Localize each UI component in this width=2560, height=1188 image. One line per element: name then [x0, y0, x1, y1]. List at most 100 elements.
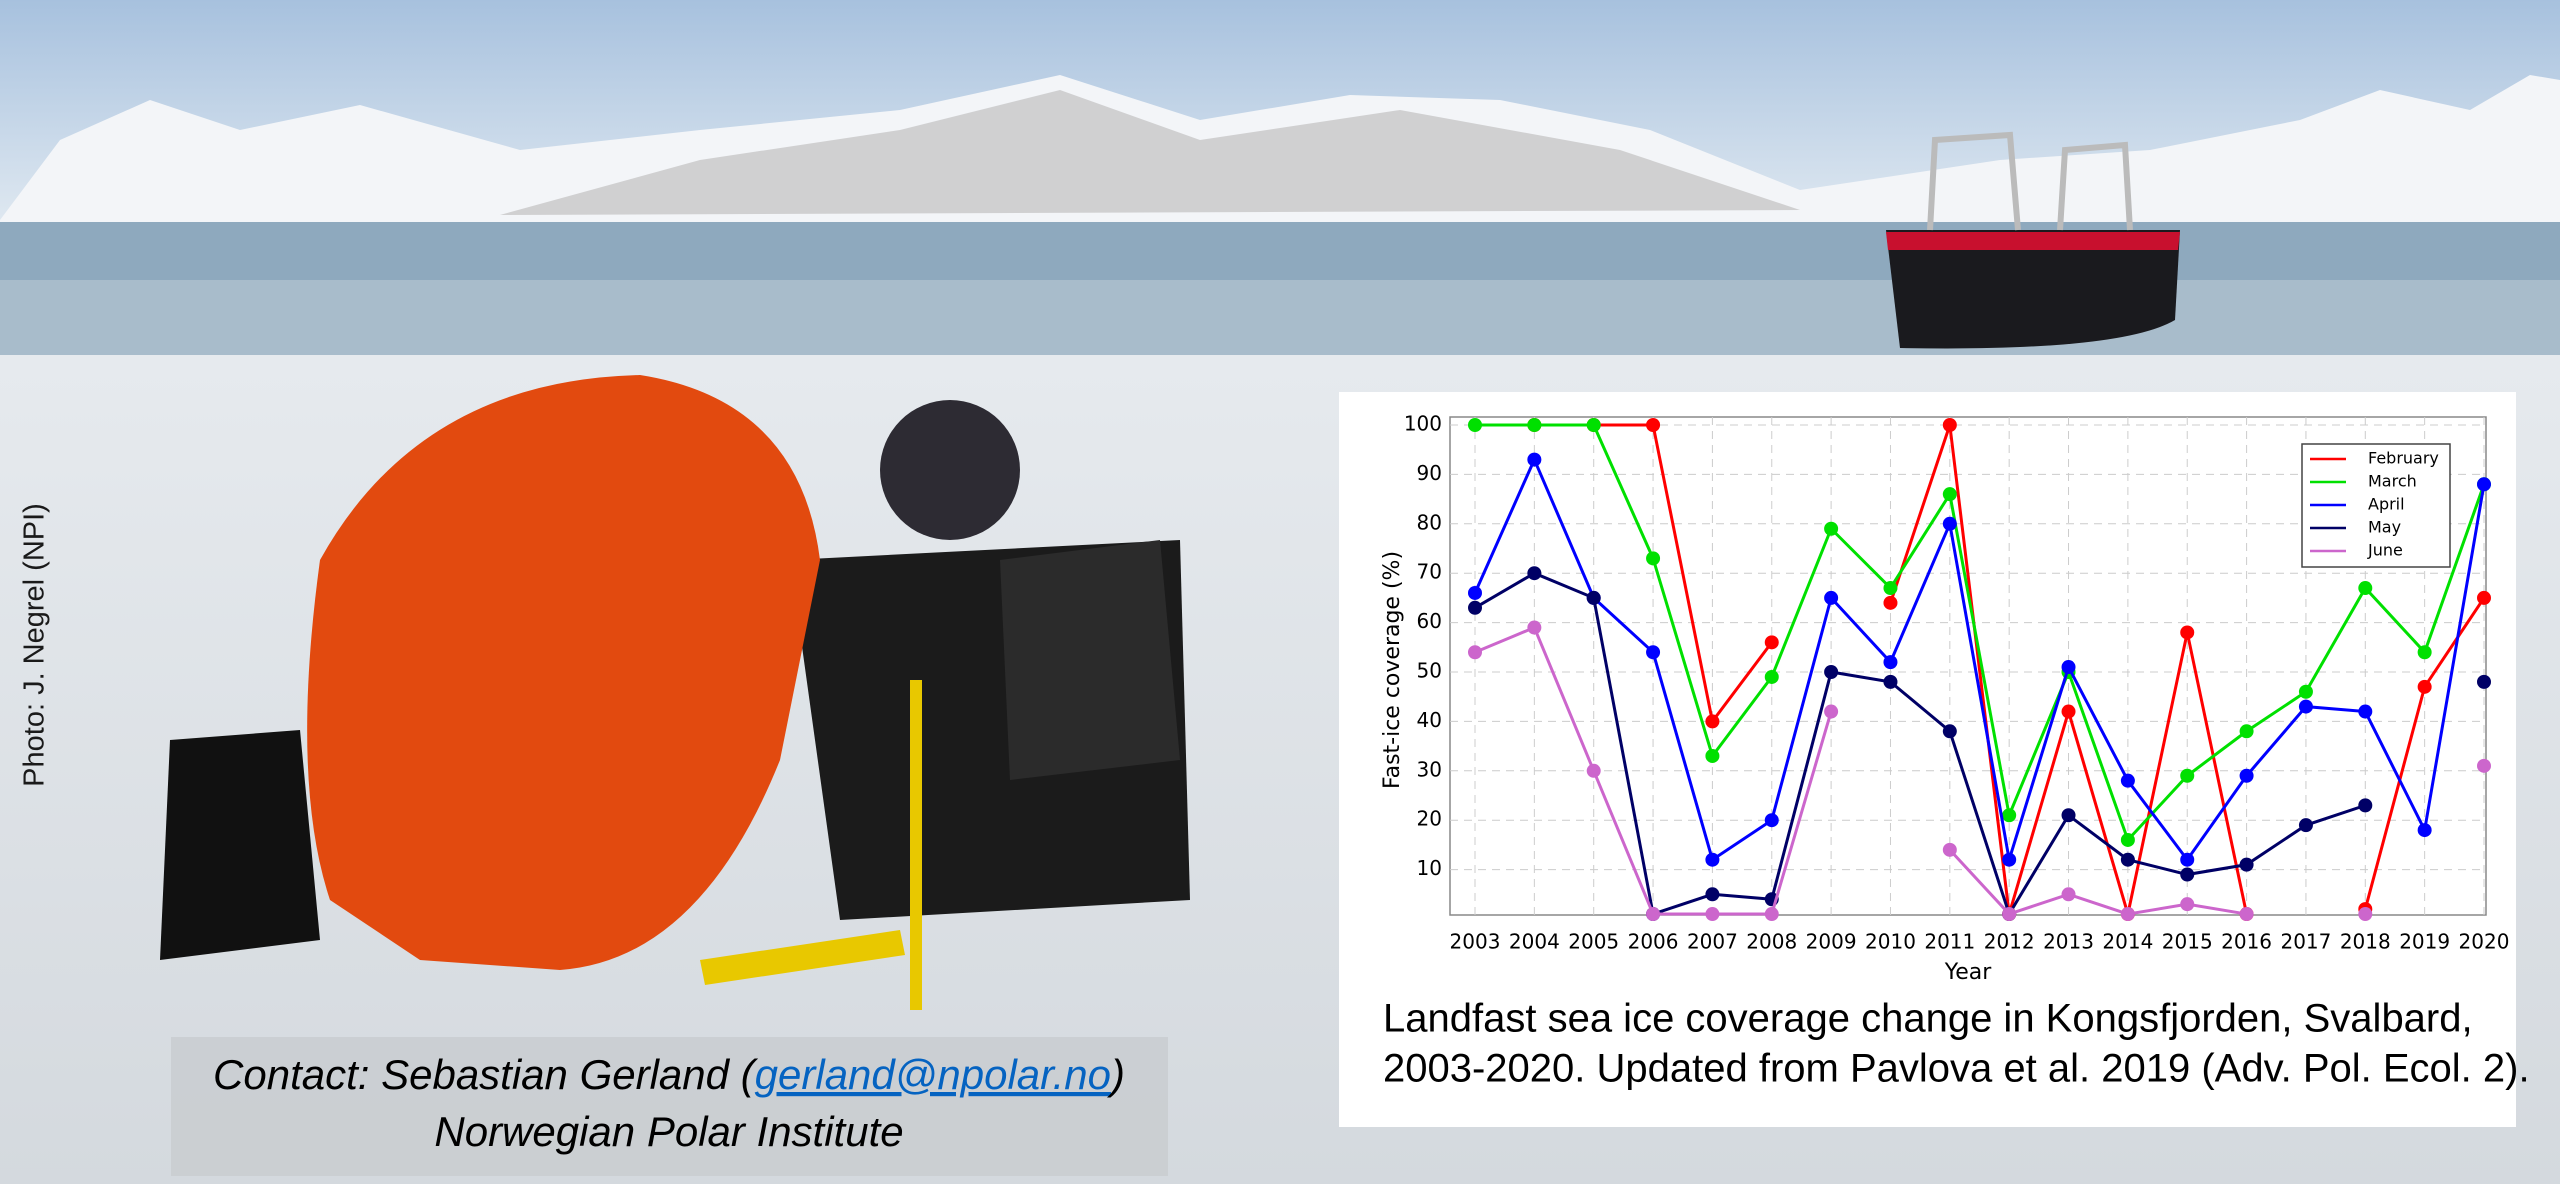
- contact-box: [171, 1037, 1168, 1176]
- data-point: [1764, 813, 1779, 828]
- contact-text: ): [1106, 1051, 1125, 1098]
- caption: Landfast sea ice coverage change in Kong…: [1383, 997, 2473, 1041]
- y-tick-label: 10: [1417, 856, 1442, 880]
- data-point: [1824, 665, 1839, 679]
- data-point: [2180, 867, 2195, 882]
- photo-credit: Photo: J. Negrel (NPI): [19, 503, 51, 787]
- x-tick-label: 2011: [1924, 930, 1975, 954]
- data-point: [2180, 625, 2195, 640]
- data-point: [2120, 832, 2135, 847]
- y-tick-label: 100: [1404, 412, 1442, 436]
- data-point: [1705, 852, 1720, 867]
- x-tick-label: 2009: [1806, 930, 1857, 954]
- contact-text: Contact: Sebastian Gerland (: [213, 1051, 759, 1098]
- data-point: [1468, 645, 1482, 660]
- data-point: [2239, 724, 2254, 739]
- data-point: [1824, 704, 1839, 719]
- y-tick-label: 20: [1417, 807, 1442, 831]
- institute: Norwegian Polar Institute: [434, 1108, 903, 1155]
- data-point: [2298, 699, 2313, 714]
- data-point: [2180, 852, 2195, 867]
- x-tick-label: 2003: [1450, 930, 1501, 954]
- data-point: [1468, 600, 1482, 615]
- x-tick-label: 2004: [1509, 930, 1560, 954]
- legend-label: May: [2368, 518, 2401, 537]
- y-tick-label: 40: [1417, 708, 1442, 732]
- data-point: [2002, 907, 2017, 922]
- data-point: [1705, 887, 1720, 902]
- data-point: [2120, 907, 2135, 922]
- x-tick-label: 2020: [2459, 930, 2510, 954]
- data-point: [2239, 907, 2254, 922]
- data-point: [1824, 521, 1839, 536]
- data-point: [2061, 660, 2076, 675]
- x-tick-label: 2007: [1687, 930, 1738, 954]
- x-tick-label: 2006: [1628, 930, 1679, 954]
- data-point: [1942, 487, 1957, 502]
- data-point: [1586, 590, 1601, 605]
- data-point: [2120, 852, 2135, 867]
- data-point: [1586, 763, 1601, 778]
- data-point: [1764, 669, 1779, 684]
- data-point: [2002, 808, 2017, 823]
- data-point: [1527, 566, 1542, 581]
- email-link[interactable]: gerland@npolar.no: [755, 1051, 1111, 1098]
- x-tick-label: 2014: [2102, 930, 2153, 954]
- data-point: [1942, 418, 1957, 432]
- data-point: [1468, 585, 1482, 600]
- chart: 10 20 30 40 50 60 70 80 90 100 2003 2004 2005 2006 200…: [1380, 412, 2509, 986]
- data-point: [2477, 477, 2491, 492]
- x-axis-label: Year: [1944, 960, 1993, 985]
- plot-area: [1449, 416, 2487, 916]
- data-point: [2239, 857, 2254, 872]
- data-point: [2298, 684, 2313, 699]
- data-point: [1527, 452, 1542, 467]
- data-point: [2358, 907, 2373, 922]
- data-point: [2180, 768, 2195, 783]
- x-tick-label: 2013: [2043, 930, 2094, 954]
- data-point: [1705, 714, 1720, 729]
- data-point: [1586, 418, 1601, 432]
- y-axis-label: Fast-ice coverage (%): [1380, 551, 1405, 789]
- data-point: [1646, 645, 1661, 660]
- caption: 2003-2020. Updated from Pavlova et al. 2…: [1383, 1047, 2530, 1091]
- data-point: [2002, 852, 2017, 867]
- data-point: [2358, 704, 2373, 719]
- x-tick-label: 2016: [2221, 930, 2272, 954]
- data-point: [2298, 818, 2313, 833]
- data-point: [1942, 516, 1957, 531]
- data-point: [1705, 748, 1720, 763]
- x-tick-label: 2010: [1865, 930, 1916, 954]
- data-point: [2417, 823, 2432, 838]
- data-point: [2180, 897, 2195, 912]
- y-tick-label: 50: [1417, 659, 1442, 683]
- data-point: [1883, 595, 1898, 610]
- x-tick-label: 2017: [2280, 930, 2331, 954]
- data-point: [2477, 590, 2491, 605]
- data-point: [2120, 773, 2135, 788]
- data-point: [1764, 892, 1779, 907]
- data-point: [2417, 645, 2432, 660]
- series-line: [1473, 455, 2486, 863]
- contact-line: Contact: Sebastian Gerland (gerland@npol…: [213, 1051, 1125, 1098]
- data-point: [2239, 768, 2254, 783]
- data-point: [2061, 704, 2076, 719]
- legend-label: February: [2368, 449, 2439, 468]
- data-point: [1646, 418, 1661, 432]
- data-point: [1468, 418, 1482, 432]
- x-tick-label: 2008: [1746, 930, 1797, 954]
- y-tick-label: 60: [1417, 609, 1442, 633]
- data-point: [2477, 674, 2491, 689]
- x-tick-label: 2018: [2340, 930, 2391, 954]
- data-point: [1527, 620, 1542, 635]
- data-point: [1705, 907, 1720, 922]
- data-point: [2477, 758, 2491, 773]
- x-tick-label: 2015: [2162, 930, 2213, 954]
- series-line: [1475, 423, 2486, 843]
- data-point: [1942, 724, 1957, 739]
- legend-label: June: [2367, 541, 2403, 560]
- data-point: [2417, 679, 2432, 694]
- data-point: [1824, 590, 1839, 605]
- legend-label: March: [2368, 472, 2417, 491]
